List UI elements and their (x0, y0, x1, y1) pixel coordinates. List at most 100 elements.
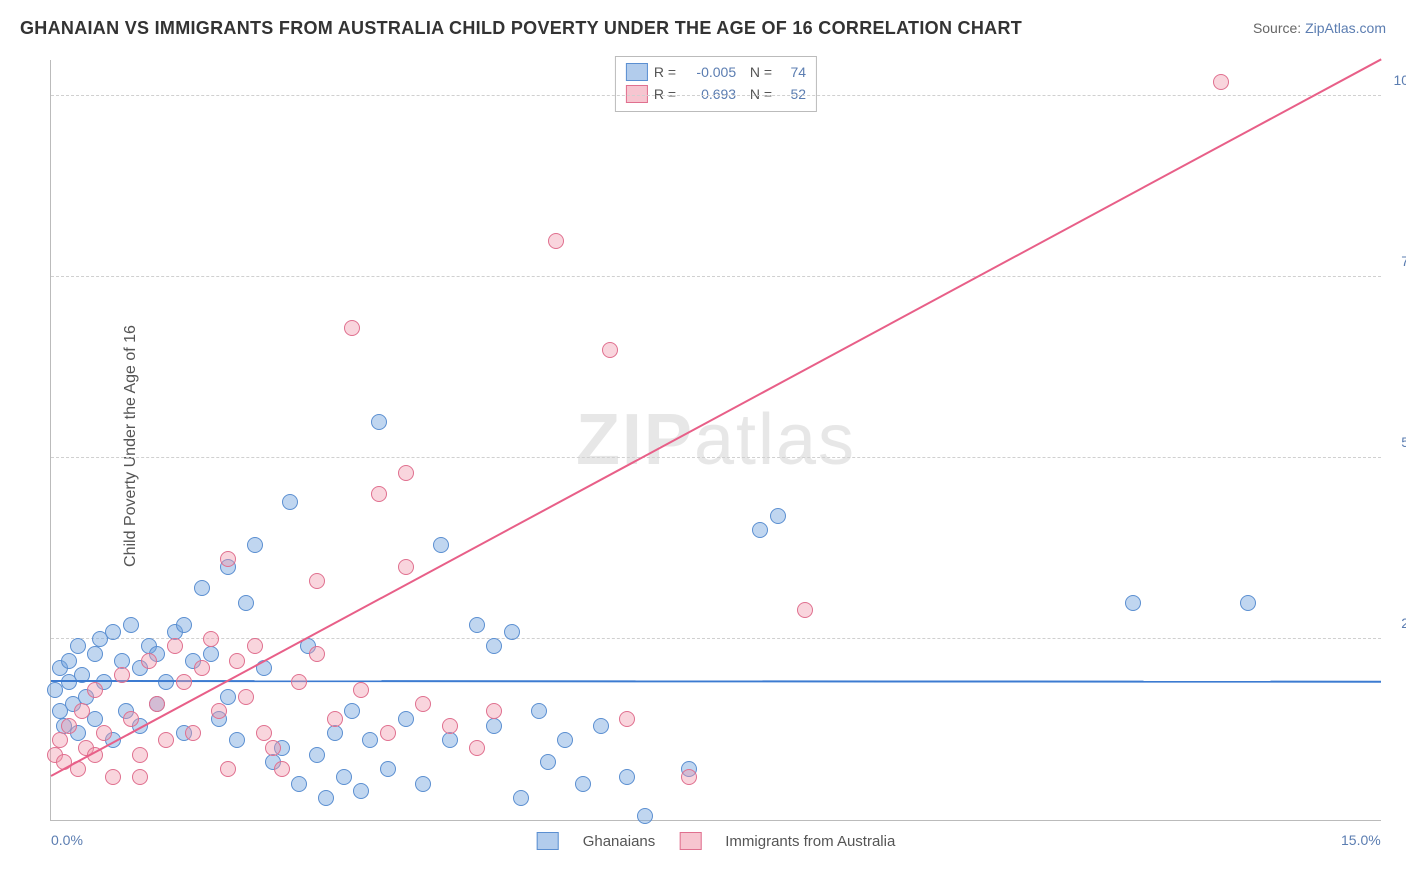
data-point (141, 653, 157, 669)
data-point (602, 342, 618, 358)
data-point (433, 537, 449, 553)
data-point (548, 233, 564, 249)
data-point (176, 617, 192, 633)
data-point (105, 769, 121, 785)
data-point (619, 769, 635, 785)
data-point (797, 602, 813, 618)
correlation-legend: R = -0.005 N = 74 R = 0.693 N = 52 (615, 56, 817, 112)
data-point (398, 711, 414, 727)
data-point (504, 624, 520, 640)
data-point (132, 769, 148, 785)
gridline (51, 457, 1381, 458)
data-point (353, 682, 369, 698)
data-point (469, 617, 485, 633)
data-point (220, 551, 236, 567)
legend-label-aus: Immigrants from Australia (725, 833, 895, 850)
data-point (442, 718, 458, 734)
legend-r-value: 0.693 (682, 83, 736, 105)
data-point (211, 703, 227, 719)
data-point (87, 646, 103, 662)
data-point (105, 624, 121, 640)
data-point (291, 674, 307, 690)
source-prefix: Source: (1253, 20, 1305, 36)
data-point (61, 718, 77, 734)
data-point (318, 790, 334, 806)
legend-r-value: -0.005 (682, 61, 736, 83)
gridline (51, 276, 1381, 277)
data-point (557, 732, 573, 748)
data-point (371, 486, 387, 502)
data-point (344, 703, 360, 719)
data-point (327, 725, 343, 741)
trend-line-ghanaians (51, 680, 1381, 683)
data-point (486, 638, 502, 654)
swatch-blue-icon (626, 63, 648, 81)
data-point (74, 703, 90, 719)
data-point (265, 740, 281, 756)
data-point (415, 696, 431, 712)
legend-row-aus: R = 0.693 N = 52 (626, 83, 806, 105)
chart-title: GHANAIAN VS IMMIGRANTS FROM AUSTRALIA CH… (20, 18, 1022, 39)
data-point (486, 703, 502, 719)
series-legend: Ghanaians Immigrants from Australia (537, 832, 896, 850)
data-point (291, 776, 307, 792)
data-point (238, 595, 254, 611)
data-point (149, 696, 165, 712)
data-point (442, 732, 458, 748)
y-tick-label: 25.0% (1386, 615, 1406, 631)
data-point (593, 718, 609, 734)
data-point (123, 711, 139, 727)
y-tick-label: 50.0% (1386, 434, 1406, 450)
data-point (575, 776, 591, 792)
data-point (398, 465, 414, 481)
data-point (309, 573, 325, 589)
data-point (52, 732, 68, 748)
scatter-plot-area: ZIPatlas R = -0.005 N = 74 R = 0.693 N =… (50, 60, 1381, 821)
data-point (415, 776, 431, 792)
data-point (158, 674, 174, 690)
gridline (51, 95, 1381, 96)
source-attribution: Source: ZipAtlas.com (1253, 20, 1386, 36)
data-point (220, 689, 236, 705)
legend-r-label: R = (654, 83, 676, 105)
data-point (619, 711, 635, 727)
y-tick-label: 75.0% (1386, 253, 1406, 269)
data-point (256, 725, 272, 741)
data-point (70, 638, 86, 654)
data-point (540, 754, 556, 770)
data-point (681, 769, 697, 785)
data-point (282, 494, 298, 510)
data-point (132, 747, 148, 763)
data-point (380, 725, 396, 741)
data-point (203, 631, 219, 647)
data-point (327, 711, 343, 727)
swatch-pink-icon (679, 832, 701, 850)
trend-line-aus (51, 58, 1382, 776)
data-point (344, 320, 360, 336)
data-point (1240, 595, 1256, 611)
data-point (158, 732, 174, 748)
legend-n-value: 52 (778, 83, 806, 105)
data-point (185, 725, 201, 741)
legend-n-value: 74 (778, 61, 806, 83)
data-point (167, 638, 183, 654)
legend-n-label: N = (742, 61, 772, 83)
legend-row-ghanaians: R = -0.005 N = 74 (626, 61, 806, 83)
data-point (274, 761, 290, 777)
data-point (194, 580, 210, 596)
legend-n-label: N = (742, 83, 772, 105)
data-point (486, 718, 502, 734)
legend-r-label: R = (654, 61, 676, 83)
source-link[interactable]: ZipAtlas.com (1305, 20, 1386, 36)
data-point (371, 414, 387, 430)
data-point (96, 725, 112, 741)
data-point (398, 559, 414, 575)
data-point (114, 667, 130, 683)
x-tick-label: 0.0% (51, 832, 83, 848)
data-point (229, 732, 245, 748)
data-point (380, 761, 396, 777)
data-point (247, 638, 263, 654)
legend-label-ghanaians: Ghanaians (583, 833, 656, 850)
x-tick-label: 15.0% (1341, 832, 1381, 848)
data-point (1213, 74, 1229, 90)
